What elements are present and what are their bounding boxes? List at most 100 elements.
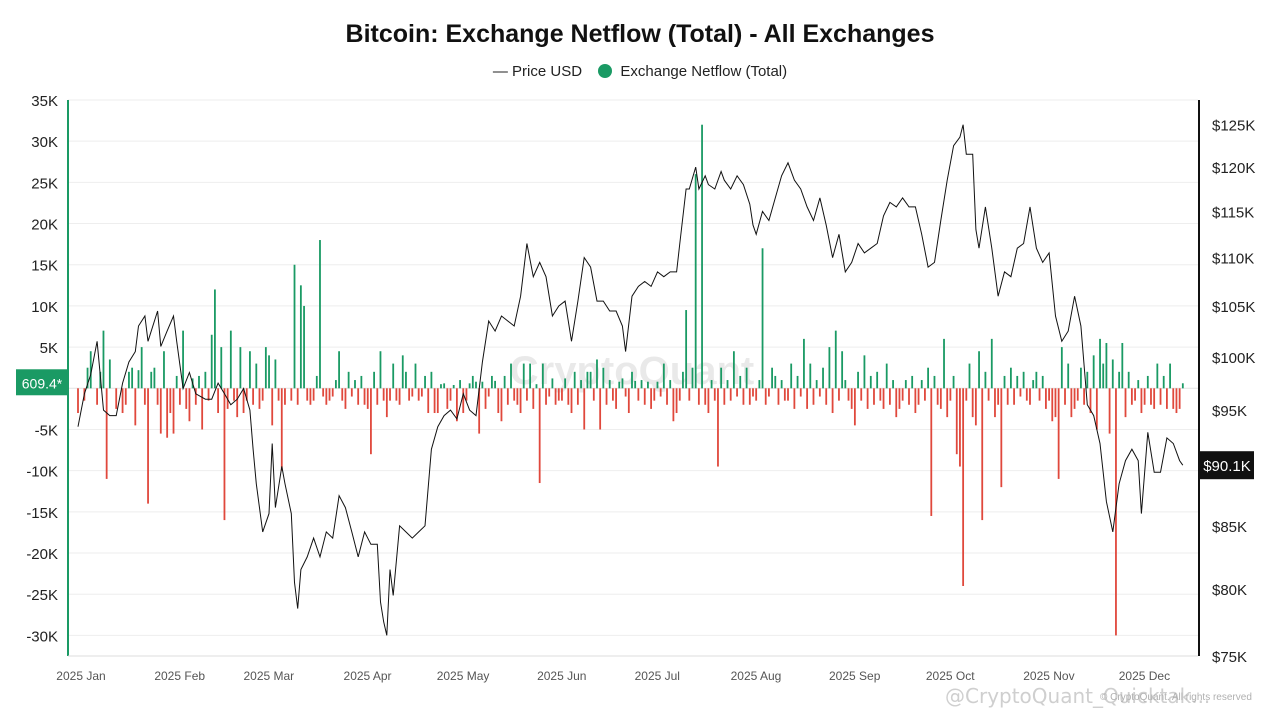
netflow-bar	[987, 388, 990, 401]
netflow-bar	[1064, 388, 1066, 405]
netflow-bar	[959, 388, 961, 467]
netflow-bar	[175, 375, 178, 389]
netflow-bar	[1095, 388, 1098, 430]
netflow-bar	[707, 388, 710, 414]
netflow-bar	[1140, 388, 1143, 414]
netflow-bar	[755, 388, 758, 401]
netflow-bar	[589, 371, 592, 389]
netflow-bar	[541, 363, 544, 389]
netflow-bar	[503, 375, 506, 389]
netflow-bar	[449, 388, 452, 401]
netflow-bar	[764, 388, 767, 405]
netflow-bar	[519, 388, 522, 414]
right-tick-label: $95K	[1212, 403, 1247, 420]
netflow-bar	[768, 388, 770, 397]
netflow-bar	[717, 388, 719, 467]
netflow-bar	[634, 380, 637, 389]
netflow-bar	[879, 388, 882, 401]
netflow-bar	[210, 334, 213, 389]
netflow-bar	[866, 388, 869, 409]
netflow-bar	[452, 385, 455, 389]
netflow-bar	[799, 388, 802, 397]
netflow-bar	[927, 367, 929, 389]
netflow-bar	[344, 388, 347, 409]
netflow-bar	[290, 388, 293, 401]
right-axis-ticks: $125K$120K$115K$110K$105K$100K$95K$90K$8…	[1212, 118, 1255, 666]
netflow-bar	[971, 388, 974, 418]
netflow-bar	[847, 388, 850, 401]
netflow-bar	[650, 388, 652, 409]
netflow-bar	[1060, 347, 1063, 389]
netflow-bars	[77, 124, 1184, 636]
netflow-bar	[583, 388, 586, 430]
netflow-bar	[748, 388, 751, 405]
netflow-bar	[178, 388, 181, 405]
netflow-bar	[561, 388, 563, 401]
netflow-bar	[806, 388, 809, 409]
netflow-bar	[545, 388, 547, 405]
netflow-bar	[1045, 388, 1047, 409]
left-tick-label: -30K	[26, 628, 58, 645]
netflow-bar	[427, 388, 430, 414]
netflow-bar	[143, 388, 146, 405]
netflow-bar	[121, 388, 124, 414]
netflow-bar	[914, 388, 917, 414]
netflow-bar	[901, 388, 904, 401]
netflow-bar	[908, 388, 910, 405]
netflow-bar	[736, 388, 738, 397]
x-tick-label: 2025 Jun	[537, 669, 586, 683]
netflow-bar	[1067, 363, 1070, 389]
netflow-bar	[586, 371, 589, 389]
netflow-bar	[96, 388, 98, 405]
netflow-bar	[128, 371, 130, 389]
netflow-bar	[214, 289, 216, 389]
netflow-bar	[411, 388, 414, 397]
netflow-bar	[475, 381, 477, 389]
netflow-bar	[869, 375, 872, 389]
netflow-bar	[1153, 388, 1156, 409]
netflow-bar	[850, 388, 853, 409]
netflow-bar	[1156, 363, 1159, 389]
netflow-bar	[188, 388, 191, 422]
netflow-bar	[284, 388, 286, 405]
netflow-bar	[691, 367, 694, 389]
netflow-bar	[481, 381, 484, 389]
netflow-bar	[796, 375, 799, 389]
netflow-bar	[347, 371, 350, 389]
netflow-bar	[389, 388, 391, 401]
legend-item-netflow[interactable]: Exchange Netflow (Total)	[598, 63, 787, 80]
netflow-bar	[169, 388, 172, 414]
netflow-bar	[443, 383, 446, 389]
netflow-bar	[739, 375, 742, 389]
netflow-bar	[955, 388, 958, 455]
netflow-bar	[790, 363, 793, 389]
netflow-bar	[1080, 367, 1082, 389]
netflow-bar	[108, 359, 111, 389]
netflow-bar	[704, 388, 707, 405]
netflow-bar	[532, 388, 535, 409]
netflow-bar	[401, 355, 404, 389]
price-value-label: $90.1K	[1203, 458, 1251, 475]
netflow-bar	[1134, 388, 1136, 401]
netflow-bar	[612, 388, 614, 401]
netflow-bar	[567, 388, 570, 405]
netflow-bar	[1150, 388, 1152, 405]
netflow-bar	[1016, 375, 1019, 389]
netflow-bar	[131, 367, 134, 389]
netflow-bar	[392, 363, 395, 389]
x-tick-label: 2025 Sep	[829, 669, 881, 683]
legend-item-price[interactable]: — Price USD	[493, 63, 582, 80]
netflow-bar	[331, 388, 334, 397]
netflow-bar	[726, 380, 729, 389]
netflow-bar	[666, 388, 668, 405]
netflow-bar	[239, 347, 242, 389]
netflow-bar	[943, 338, 945, 389]
netflow-bar	[621, 378, 624, 389]
netflow-bar	[354, 380, 356, 389]
netflow-bar	[984, 371, 987, 389]
left-tick-label: 5K	[40, 340, 58, 357]
right-tick-label: $110K	[1212, 251, 1254, 268]
netflow-bar	[713, 388, 716, 401]
netflow-bar	[201, 388, 204, 430]
netflow-bar	[615, 388, 617, 409]
